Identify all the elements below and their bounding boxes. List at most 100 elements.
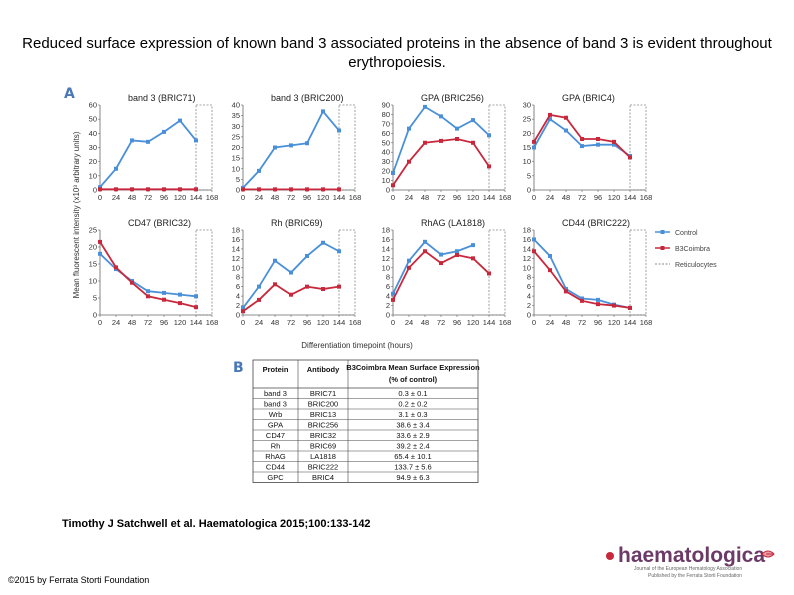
- table-cell: CD47: [266, 431, 285, 440]
- y-tick-label: 25: [89, 226, 97, 235]
- data-point-b3coimbra: [273, 187, 277, 192]
- y-tick-label: 70: [382, 119, 390, 128]
- y-tick-label: 50: [382, 138, 390, 147]
- table-header-percent: (% of control): [389, 375, 438, 384]
- y-tick-label: 12: [382, 254, 390, 263]
- logo-text: haematologica: [618, 544, 765, 567]
- table-cell: BRIC4: [312, 473, 334, 482]
- x-tick-label: 96: [160, 318, 168, 327]
- data-point-b3coimbra: [455, 137, 459, 141]
- x-tick-label: 96: [303, 193, 311, 202]
- reticulocyte-box: [338, 104, 356, 191]
- panel-b-label: B: [233, 360, 244, 376]
- table-cell: BRIC32: [310, 431, 336, 440]
- reticulocyte-box: [488, 104, 506, 191]
- data-point-control: [321, 240, 325, 245]
- data-point-control: [273, 258, 277, 263]
- x-tick-label: 168: [206, 318, 219, 327]
- data-point-b3coimbra: [487, 271, 491, 276]
- x-tick-label: 0: [532, 318, 536, 327]
- y-tick-label: 12: [523, 254, 531, 263]
- x-tick-label: 72: [578, 193, 586, 202]
- y-tick-label: 16: [523, 235, 531, 244]
- haematologica-logo: haematologica Journal of the European He…: [596, 540, 786, 580]
- y-tick-label: 0: [236, 311, 240, 320]
- x-tick-label: 96: [160, 193, 168, 202]
- chart-panel-5: CD47 (BRIC32) 0 5 10 15 20 25 0 24 48 72 96 120 144 16…: [89, 218, 219, 327]
- table-cell: BRIC222: [308, 463, 338, 472]
- y-tick-label: 10: [232, 164, 240, 173]
- y-tick-label: 8: [527, 273, 531, 282]
- x-tick-label: 96: [453, 193, 461, 202]
- table-cell: 39.2 ± 2.4: [396, 442, 429, 451]
- y-tick-label: 4: [386, 292, 390, 301]
- data-point-b3coimbra: [98, 187, 102, 192]
- x-tick-label: 96: [303, 318, 311, 327]
- data-point-control: [178, 292, 182, 297]
- y-tick-label: 0: [527, 311, 531, 320]
- data-point-b3coimbra: [98, 239, 102, 244]
- x-tick-label: 48: [271, 318, 279, 327]
- x-tick-label: 120: [174, 193, 187, 202]
- data-point-control: [162, 129, 166, 134]
- data-point-control: [564, 287, 568, 292]
- data-point-control: [423, 239, 427, 244]
- x-tick-label: 144: [190, 318, 203, 327]
- x-tick-label: 48: [128, 318, 136, 327]
- x-tick-label: 72: [144, 318, 152, 327]
- y-tick-label: 20: [89, 243, 97, 252]
- y-tick-label: 16: [382, 235, 390, 244]
- x-tick-label: 96: [594, 193, 602, 202]
- y-tick-label: 60: [89, 101, 97, 110]
- data-point-b3coimbra: [289, 292, 293, 297]
- y-tick-label: 0: [386, 186, 390, 195]
- x-tick-label: 0: [241, 193, 245, 202]
- x-tick-label: 144: [624, 318, 637, 327]
- data-point-b3coimbra: [305, 284, 309, 289]
- data-point-b3coimbra: [612, 139, 616, 144]
- data-point-b3coimbra: [532, 249, 536, 254]
- table-header-protein: Protein: [263, 365, 289, 374]
- y-tick-label: 10: [382, 176, 390, 185]
- x-tick-label: 72: [287, 318, 295, 327]
- x-tick-label: 0: [241, 318, 245, 327]
- logo-tagline-2: Published by the Ferrata Storti Foundati…: [648, 573, 742, 579]
- data-point-b3coimbra: [596, 137, 600, 141]
- y-tick-label: 18: [232, 226, 240, 235]
- x-tick-label: 24: [255, 193, 263, 202]
- panel-title: CD44 (BRIC222): [562, 218, 630, 228]
- data-point-b3coimbra: [580, 298, 584, 303]
- x-tick-label: 24: [255, 318, 263, 327]
- data-point-b3coimbra: [564, 289, 568, 294]
- series-line-control: [242, 109, 340, 189]
- x-tick-label: 24: [405, 318, 413, 327]
- table-cell: 133.7 ± 5.6: [394, 463, 431, 472]
- data-point-control: [596, 142, 600, 147]
- x-tick-label: 168: [640, 318, 653, 327]
- data-point-b3coimbra: [178, 301, 182, 306]
- data-point-b3coimbra: [321, 287, 325, 292]
- data-point-b3coimbra: [455, 253, 459, 258]
- reticulocyte-box: [488, 229, 506, 316]
- y-tick-label: 18: [523, 226, 531, 235]
- data-point-control: [273, 145, 277, 150]
- data-point-control: [98, 185, 102, 190]
- x-tick-label: 0: [98, 318, 102, 327]
- y-tick-label: 10: [382, 263, 390, 272]
- y-tick-label: 12: [232, 254, 240, 263]
- data-point-control: [257, 168, 261, 173]
- y-tick-label: 18: [382, 226, 390, 235]
- legend-reticulocytes-label: Reticulocytes: [675, 262, 717, 269]
- data-point-b3coimbra: [471, 140, 475, 145]
- data-point-b3coimbra: [532, 139, 536, 144]
- y-tick-label: 50: [89, 115, 97, 124]
- data-point-b3coimbra: [423, 140, 427, 145]
- logo-tagline-1: Journal of the European Hematology Assoc…: [634, 566, 742, 572]
- data-point-b3coimbra: [391, 297, 395, 302]
- y-tick-label: 16: [232, 235, 240, 244]
- y-tick-label: 0: [236, 186, 240, 195]
